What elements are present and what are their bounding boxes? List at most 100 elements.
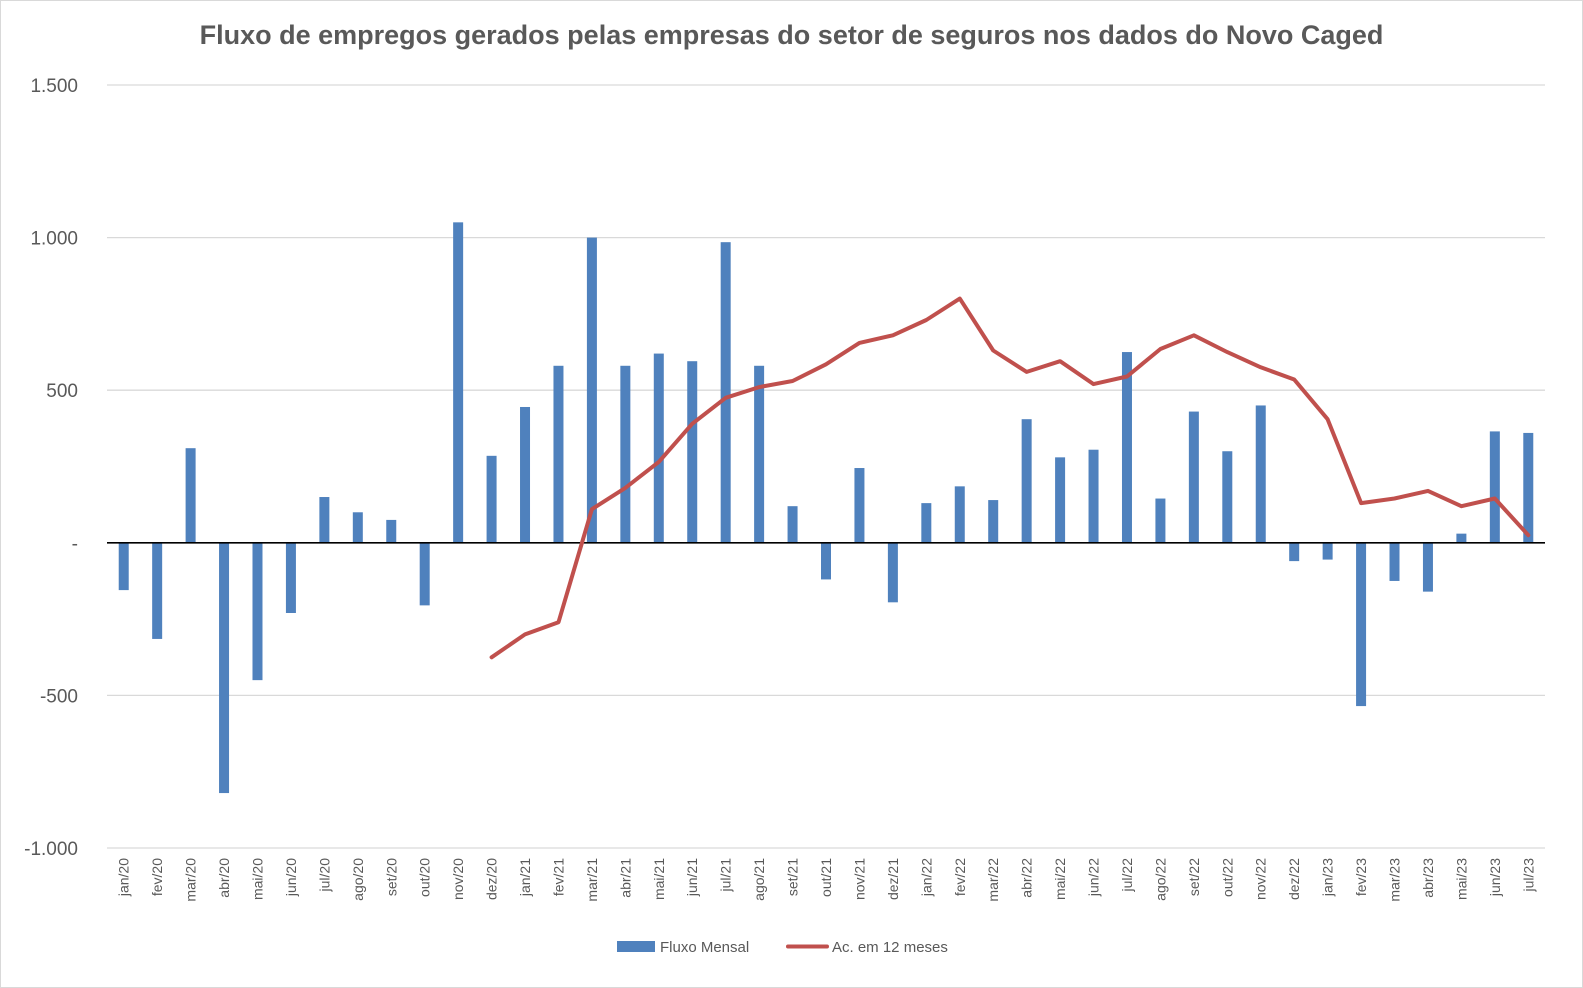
x-tick-label: ago/20	[350, 858, 366, 901]
chart-title: Fluxo de empregos gerados pelas empresas…	[199, 20, 1384, 50]
x-tick-label: jun/23	[1487, 858, 1503, 897]
bar	[285, 542, 296, 613]
x-tick-label: fev/22	[952, 858, 968, 896]
bar	[1188, 411, 1199, 543]
bar	[1289, 542, 1300, 562]
gridlines	[107, 84, 1545, 849]
bar	[653, 353, 664, 543]
bar	[319, 497, 330, 543]
x-tick-label: nov/22	[1253, 858, 1269, 900]
x-tick-label: dez/22	[1286, 858, 1302, 900]
x-tick-label: abr/20	[216, 858, 232, 898]
x-tick-label: dez/20	[484, 858, 500, 900]
x-tick-label: abr/21	[617, 858, 633, 898]
bar	[185, 448, 196, 543]
bar	[887, 542, 898, 603]
bar	[1456, 533, 1467, 543]
bar	[1422, 542, 1433, 592]
x-tick-label: fev/20	[149, 858, 165, 896]
bar	[1222, 451, 1233, 543]
bar	[1155, 498, 1166, 543]
x-tick-label: mar/20	[183, 858, 199, 902]
y-axis: 1.500 1.000 500 - -500 -1.000	[24, 76, 78, 860]
bar	[1322, 542, 1333, 560]
bar	[419, 542, 430, 606]
bar	[921, 503, 932, 543]
y-tick-label: -	[72, 534, 78, 555]
bar	[954, 486, 965, 543]
x-tick-label: jul/22	[1119, 858, 1135, 893]
x-tick-label: nov/20	[450, 858, 466, 900]
x-tick-label: jun/20	[283, 858, 299, 897]
x-tick-label: jan/21	[517, 858, 533, 897]
x-tick-label: mai/20	[249, 858, 265, 900]
x-tick-label: out/22	[1219, 858, 1235, 897]
bar	[219, 542, 230, 794]
bar	[453, 222, 464, 543]
bar	[754, 365, 765, 543]
bar	[1389, 542, 1400, 581]
bar	[1255, 405, 1266, 543]
x-tick-label: ago/22	[1152, 858, 1168, 901]
x-tick-label: dez/21	[885, 858, 901, 900]
x-tick-label: jul/23	[1520, 858, 1536, 893]
x-tick-label: abr/22	[1019, 858, 1035, 898]
x-tick-label: mar/22	[985, 858, 1001, 902]
y-tick-label: -500	[40, 686, 78, 707]
legend-label: Ac. em 12 meses	[832, 939, 948, 956]
bar	[1489, 431, 1500, 543]
bar	[486, 455, 497, 543]
x-tick-label: mar/21	[584, 858, 600, 902]
x-tick-label: jul/20	[316, 858, 332, 893]
bar	[720, 242, 731, 543]
x-tick-label: mai/21	[651, 858, 667, 900]
x-tick-label: jan/20	[116, 858, 132, 897]
x-tick-label: ago/21	[751, 858, 767, 901]
bar	[1055, 457, 1066, 543]
x-axis: jan/20 fev/20 mar/20 abr/20 mai/20 jun/20 jul/…	[116, 858, 1537, 902]
bar	[352, 512, 363, 543]
bar	[821, 542, 831, 580]
bar	[520, 406, 531, 543]
x-tick-label: out/20	[417, 858, 433, 897]
x-tick-label: set/20	[383, 858, 399, 896]
bar	[118, 542, 129, 591]
x-tick-label: set/21	[785, 858, 801, 896]
x-tick-label: abr/23	[1420, 858, 1436, 898]
y-tick-label: 1.000	[30, 229, 78, 250]
bar	[1088, 449, 1099, 543]
bar	[152, 542, 163, 639]
bar	[1021, 419, 1032, 543]
x-tick-label: nov/21	[851, 858, 867, 900]
y-tick-label: 500	[46, 381, 78, 402]
bar	[586, 237, 597, 543]
legend-label: Fluxo Mensal	[660, 939, 749, 956]
bar	[553, 365, 564, 543]
bar	[252, 542, 263, 681]
x-tick-label: set/22	[1186, 858, 1202, 896]
line-series	[489, 296, 1531, 660]
x-tick-label: out/21	[818, 858, 834, 897]
x-tick-label: jun/21	[684, 858, 700, 897]
x-tick-label: fev/23	[1353, 858, 1369, 896]
x-tick-label: jun/22	[1086, 858, 1102, 897]
bar	[1121, 352, 1132, 543]
bar	[687, 361, 698, 543]
x-tick-label: jan/23	[1320, 858, 1336, 897]
bar	[988, 500, 999, 543]
bar	[787, 506, 798, 543]
y-tick-label: 1.500	[30, 76, 78, 97]
line-series-path	[489, 296, 1531, 660]
x-tick-label: jan/22	[918, 858, 934, 897]
x-tick-label: mai/23	[1453, 858, 1469, 900]
bar	[620, 365, 631, 543]
x-tick-label: jul/21	[718, 858, 734, 893]
bar	[1356, 542, 1367, 707]
x-tick-label: mar/23	[1387, 858, 1403, 902]
x-tick-label: mai/22	[1052, 858, 1068, 900]
y-tick-label: -1.000	[24, 839, 78, 860]
bar	[1523, 432, 1534, 543]
legend-swatch-bar	[617, 941, 655, 952]
